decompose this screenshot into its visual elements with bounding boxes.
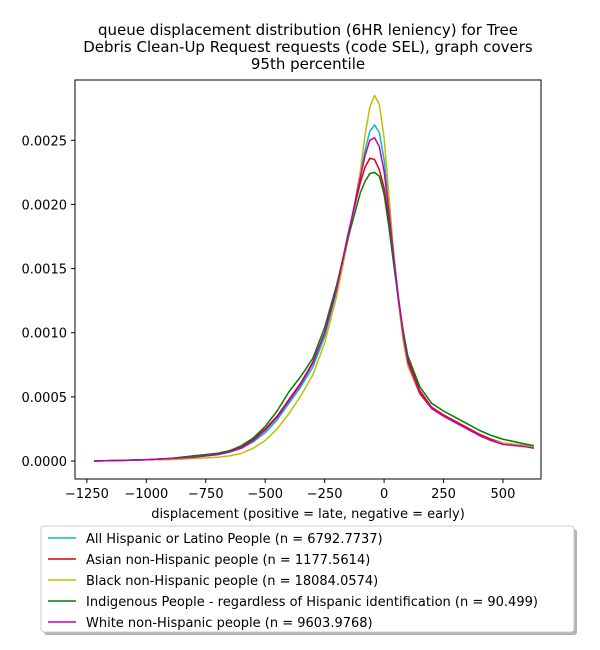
x-tick-label: 500 [491, 487, 516, 502]
x-tick-label: 250 [431, 487, 456, 502]
plot-frame [74, 79, 542, 480]
chart-title: queue displacement distribution (6HR len… [83, 21, 533, 73]
chart-title-line: queue displacement distribution (6HR len… [98, 21, 518, 39]
x-tick-label: −750 [188, 487, 224, 502]
y-tick-label: 0.0015 [22, 263, 68, 278]
series-line [94, 171, 535, 462]
y-tick-label: 0.0025 [22, 134, 68, 149]
x-tick-label: −250 [307, 487, 343, 502]
y-axis: 0.0000 0.0005 0.0010 0.0015 0.0020 0.0025 [22, 134, 75, 470]
legend-entry-label: All Hispanic or Latino People (n = 6792.… [86, 532, 383, 547]
x-tick-label: −500 [247, 487, 283, 502]
x-tick-label: −1000 [124, 487, 168, 502]
x-tick-label: −1250 [65, 487, 109, 502]
legend: All Hispanic or Latino People (n = 6792.… [40, 525, 577, 635]
y-tick-label: 0.0010 [22, 327, 68, 342]
legend-entry-label: Black non-Hispanic people (n = 18084.057… [86, 574, 378, 589]
series-line [94, 157, 535, 462]
x-axis-label: displacement (positive = late, negative … [151, 507, 465, 522]
series-line [94, 124, 535, 462]
x-tick-label: 0 [380, 487, 388, 502]
y-tick-label: 0.0020 [22, 198, 68, 213]
chart-title-line: 95th percentile [251, 55, 365, 73]
legend-entry-label: White non-Hispanic people (n = 9603.9768… [86, 616, 373, 631]
series-lines [94, 94, 535, 462]
x-axis: −1250 −1000 −750 −500 −250 0 250 500 [65, 479, 515, 502]
y-tick-label: 0.0005 [22, 391, 68, 406]
legend-box [40, 525, 575, 633]
chart-title-line: Debris Clean-Up Request requests (code S… [83, 38, 533, 56]
series-line [94, 94, 535, 462]
plot-area: −1250 −1000 −750 −500 −250 0 250 500 0.00000.00… [22, 79, 542, 502]
y-tick-label: 0.0000 [22, 455, 68, 470]
series-line [94, 136, 535, 462]
legend-entry-label: Asian non-Hispanic people (n = 1177.5614… [86, 553, 370, 568]
legend-entry-label: Indigenous People - regardless of Hispan… [86, 595, 538, 610]
